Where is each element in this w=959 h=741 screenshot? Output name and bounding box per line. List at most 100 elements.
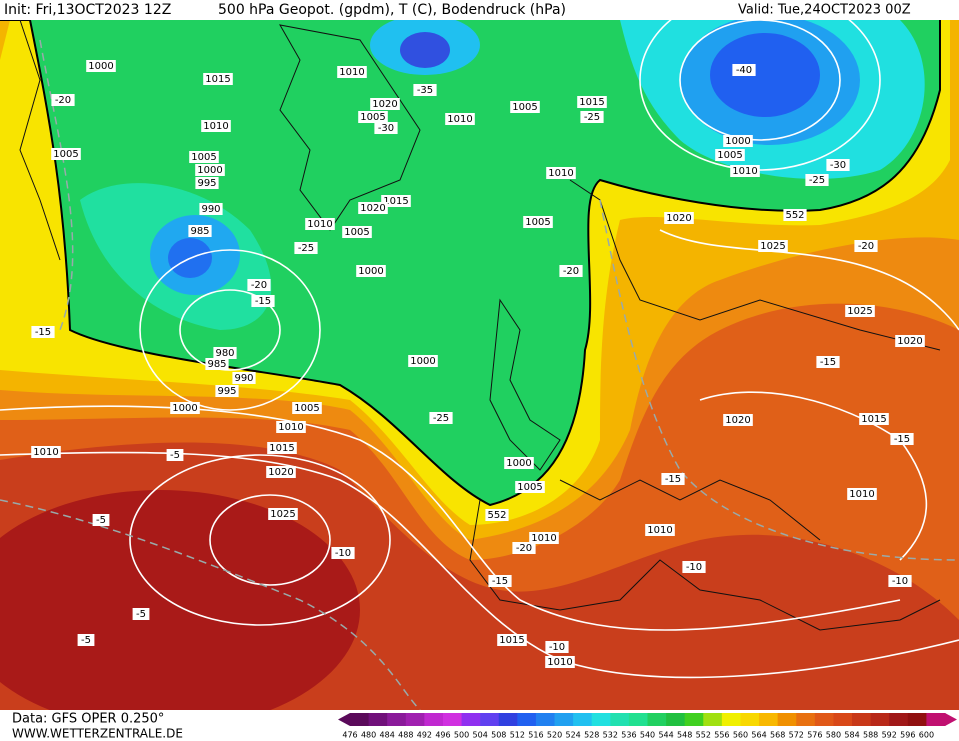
isoline-label: -15 — [661, 473, 685, 485]
isoline-label-text: 1005 — [344, 227, 369, 238]
isoline-label-box — [77, 634, 95, 646]
colorbar-label: 536 — [621, 731, 636, 740]
isoline-label-text: -15 — [35, 327, 51, 338]
isoline-label: -25 — [429, 412, 453, 424]
isoline-label: 995 — [215, 385, 239, 397]
isoline-label: 1010 — [337, 66, 367, 78]
isoline-label-text: 1015 — [383, 196, 408, 207]
isoline-label-text: -35 — [417, 85, 433, 96]
isoline-label-box — [546, 167, 576, 179]
isoline-label: 1000 — [170, 402, 200, 414]
colorbar-swatch — [852, 713, 872, 726]
colorbar-label: 524 — [565, 731, 580, 740]
isoline-label-box — [723, 135, 753, 147]
isoline-label-text: 1000 — [197, 165, 222, 176]
colorbar-swatch — [759, 713, 779, 726]
isoline-label: 1010 — [445, 113, 475, 125]
isoline-label-text: 1010 — [547, 657, 572, 668]
isoline-label: 1005 — [523, 216, 553, 228]
colorbar-label: 588 — [863, 731, 878, 740]
colorbar-arrow-right — [945, 713, 957, 726]
isoline-label: -5 — [132, 608, 150, 620]
colorbar-swatch — [517, 713, 537, 726]
isoline-label: -20 — [512, 542, 536, 554]
isoline-label-text: -20 — [251, 280, 267, 291]
isoline-label-text: 552 — [785, 210, 804, 221]
colorbar-label: 580 — [826, 731, 841, 740]
isoline-label: -5 — [166, 449, 184, 461]
colorbar-label: 508 — [491, 731, 506, 740]
colorbar-swatch — [796, 713, 816, 726]
isoline-label-box — [31, 446, 61, 458]
isoline-label-text: 1015 — [579, 97, 604, 108]
isoline-label-text: 1005 — [294, 403, 319, 414]
colorbar-swatch — [647, 713, 667, 726]
isoline-label: 1005 — [51, 148, 81, 160]
colorbar-label: 500 — [454, 731, 469, 740]
isoline-label: -25 — [580, 111, 604, 123]
isoline-label-text: 1025 — [847, 306, 872, 317]
isoline-label-text: 1000 — [358, 266, 383, 277]
isoline-label-box — [645, 524, 675, 536]
isoline-label-text: -15 — [820, 357, 836, 368]
isoline-label-text: 1025 — [270, 509, 295, 520]
colorbar-label: 516 — [528, 731, 543, 740]
isoline-label: -5 — [92, 514, 110, 526]
isoline-label: 1005 — [715, 149, 745, 161]
isoline-label-text: 1005 — [191, 152, 216, 163]
isoline-label-box — [847, 488, 877, 500]
isoline-label-text: 1005 — [517, 482, 542, 493]
isoline-label-box — [783, 209, 807, 221]
colorbar-swatch — [554, 713, 574, 726]
isoline-label-text: -5 — [96, 515, 106, 526]
isoline-label-box — [515, 481, 545, 493]
isoline-label-box — [816, 356, 840, 368]
colorbar-swatch — [387, 713, 407, 726]
isoline-label-box — [331, 547, 355, 559]
isoline-label-text: -20 — [563, 266, 579, 277]
colorbar-label: 564 — [751, 731, 766, 740]
isoline-label-box — [51, 148, 81, 160]
isoline-label-box — [199, 203, 223, 215]
isoline-label-text: 1010 — [548, 168, 573, 179]
isoline-label-text: -20 — [858, 241, 874, 252]
isoline-label-text: 1010 — [447, 114, 472, 125]
colorbar-swatch — [424, 713, 444, 726]
colorbar-label: 592 — [882, 731, 897, 740]
isoline-label-text: 1000 — [506, 458, 531, 469]
isoline-label: 1015 — [859, 413, 889, 425]
isoline-label-box — [890, 433, 914, 445]
isoline-label: -10 — [545, 641, 569, 653]
isoline-label: 1010 — [645, 524, 675, 536]
colorbar-swatch — [740, 713, 760, 726]
isoline-label: 1020 — [370, 98, 400, 110]
isoline-label-box — [268, 508, 298, 520]
colorbar-swatch — [535, 713, 556, 726]
isoline-label: -15 — [488, 575, 512, 587]
isoline-label-text: 980 — [215, 348, 234, 359]
isoline-label-box — [215, 385, 239, 397]
isoline-label-box — [205, 358, 229, 370]
isoline-label: 1010 — [31, 446, 61, 458]
isoline-label-box — [31, 326, 55, 338]
isoline-label: -25 — [294, 242, 318, 254]
isoline-label-text: 990 — [234, 373, 253, 384]
colorbar-swatch — [833, 713, 853, 726]
isoline-label-text: 995 — [217, 386, 236, 397]
isoline-label-text: 985 — [207, 359, 226, 370]
isoline-label: 1010 — [201, 120, 231, 132]
isoline-label-text: -10 — [335, 548, 351, 559]
isoline-label-box — [337, 66, 367, 78]
isoline-label-box — [358, 202, 388, 214]
isoline-label-box — [429, 412, 453, 424]
colorbar-swatch — [591, 713, 611, 726]
isoline-label-box — [577, 96, 607, 108]
isoline-label-text: 1010 — [278, 422, 303, 433]
colorbar-label: 556 — [714, 731, 729, 740]
isoline-label-box — [859, 413, 889, 425]
isoline-label: 1015 — [497, 634, 527, 646]
isoline-label: 980 — [213, 347, 237, 359]
colorbar-label: 492 — [417, 731, 432, 740]
isoline-label: -30 — [374, 122, 398, 134]
isoline-label-text: 1005 — [525, 217, 550, 228]
